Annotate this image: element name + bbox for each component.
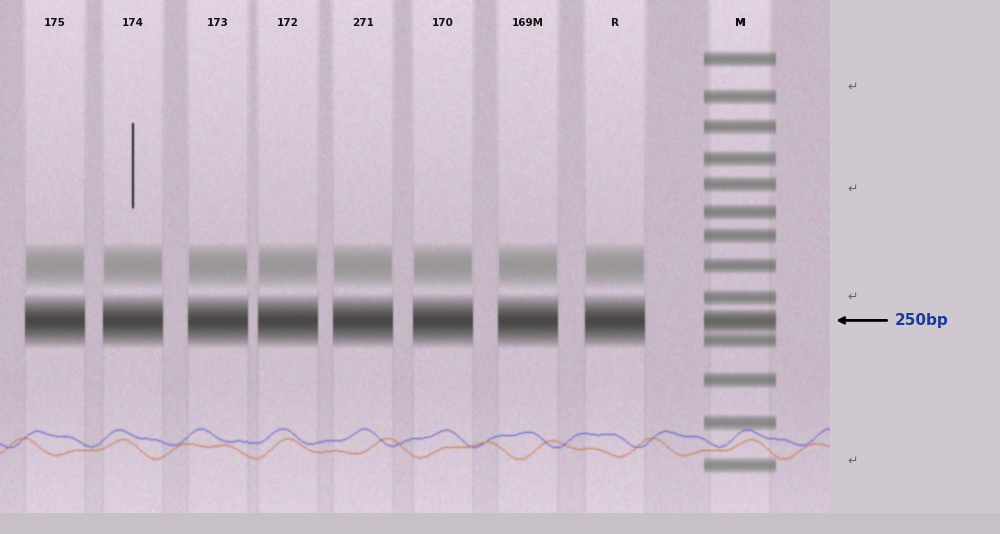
Text: 250bp: 250bp — [895, 313, 948, 328]
Text: 174: 174 — [122, 19, 144, 28]
Text: 170: 170 — [432, 19, 454, 28]
Text: 172: 172 — [277, 19, 299, 28]
Text: R: R — [611, 19, 619, 28]
Text: M: M — [735, 19, 745, 28]
Text: ↵: ↵ — [847, 455, 858, 468]
Text: ↵: ↵ — [847, 183, 858, 196]
Text: 169M: 169M — [512, 19, 544, 28]
Text: 271: 271 — [352, 19, 374, 28]
Text: 173: 173 — [207, 19, 229, 28]
Text: ↵: ↵ — [847, 291, 858, 304]
Text: ↵: ↵ — [847, 81, 858, 93]
Text: M: M — [734, 19, 746, 28]
Text: 175: 175 — [44, 19, 66, 28]
